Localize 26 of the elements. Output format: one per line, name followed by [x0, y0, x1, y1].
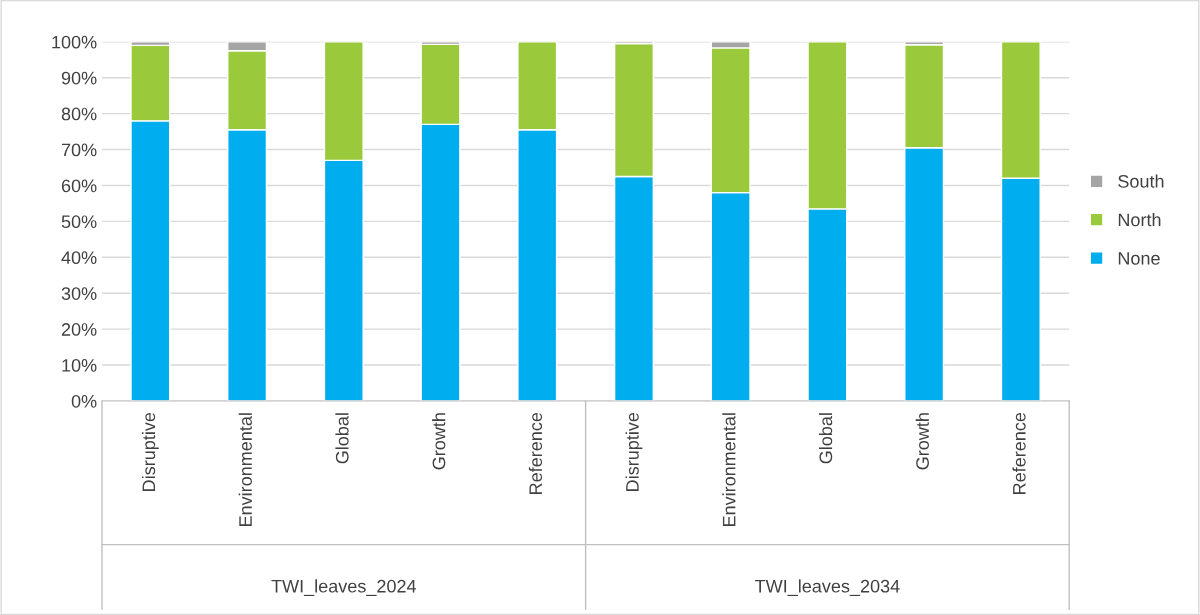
y-tick-label: 40%: [61, 251, 97, 265]
legend-label: South: [1118, 174, 1164, 188]
x-tick-label: Reference: [528, 412, 543, 494]
x-tick-label: Global: [818, 413, 833, 464]
x-tick-label: Global: [335, 413, 349, 464]
y-tick-label: 100%: [52, 35, 97, 49]
y-tick-label: 90%: [61, 71, 97, 85]
legend-label: North: [1118, 212, 1161, 227]
x-tick-label: Disruptive: [141, 412, 159, 491]
y-tick-label: 0%: [71, 394, 97, 408]
y-tick-label: 50%: [61, 215, 97, 229]
x-tick-label: Growth: [432, 413, 446, 470]
x-tick-label: Reference: [1012, 412, 1026, 494]
y-tick-label: 80%: [61, 107, 97, 121]
legend-label: None: [1118, 252, 1160, 265]
text: TWI_leaves_2024: [271, 579, 417, 596]
x-tick-label: Growth: [915, 413, 929, 470]
x-tick-label: Disruptive: [625, 412, 643, 491]
y-tick-label: 20%: [61, 323, 97, 336]
y-tick-label: 60%: [61, 179, 97, 193]
y-tick-label: 10%: [62, 359, 97, 372]
text: TWI_leaves_2034: [755, 579, 900, 596]
y-tick-label: 30%: [61, 287, 97, 300]
y-tick-label: 70%: [61, 143, 97, 157]
x-tick-label: Environmental: [722, 413, 736, 527]
x-tick-label: Environmental: [238, 413, 252, 527]
